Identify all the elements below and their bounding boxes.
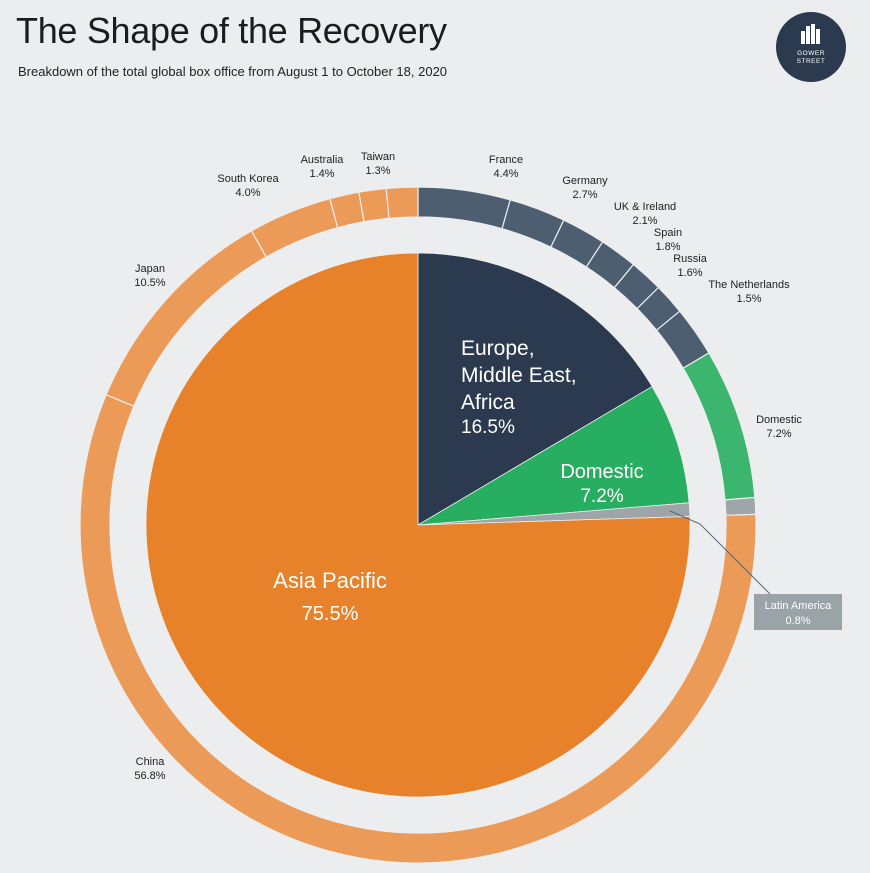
outer-value-spain: 1.8% xyxy=(655,241,680,253)
outer-label-russia: Russia xyxy=(673,253,708,265)
outer-label-domestic: Domestic xyxy=(756,414,802,426)
outer-label-germany: Germany xyxy=(562,175,608,187)
chart-subtitle: Breakdown of the total global box office… xyxy=(18,64,448,79)
outer-value-australia: 1.4% xyxy=(309,168,334,180)
chart-title: The Shape of the Recovery xyxy=(16,10,447,51)
outer-label-the-netherlands: The Netherlands xyxy=(708,279,790,291)
inner-slice-domestic xyxy=(417,385,690,526)
outer-value-france: 4.4% xyxy=(493,168,518,180)
inner-label-emea-line-3: Africa xyxy=(461,391,515,414)
outer-label-spain: Spain xyxy=(654,227,682,239)
outer-value-uk-and-ireland: 2.1% xyxy=(632,215,657,227)
inner-pie xyxy=(145,252,691,798)
outer-value-china: 56.8% xyxy=(134,770,165,782)
outer-value-latin-america: 0.8% xyxy=(785,615,810,627)
outer-slice-france xyxy=(417,186,511,230)
chart-labels: Asia Pacific 75.5% Europe, Middle East, Afri… xyxy=(134,151,842,782)
logo-line-2: STREET xyxy=(796,58,826,65)
outer-slice-china xyxy=(79,393,757,864)
inner-label-domestic: Domestic xyxy=(560,461,643,483)
outer-label-taiwan: Taiwan xyxy=(361,151,395,163)
gower-street-logo: GOWER STREET xyxy=(776,12,846,82)
inner-slice-europe-middle-east-africa xyxy=(417,252,653,526)
outer-value-germany: 2.7% xyxy=(572,189,597,201)
inner-label-emea-line-2: Middle East, xyxy=(461,364,577,387)
logo-line-1: GOWER xyxy=(797,50,825,57)
building-icon xyxy=(801,24,820,44)
outer-value-russia: 1.6% xyxy=(677,267,702,279)
outer-slice-taiwan xyxy=(358,187,390,223)
inner-label-emea-line-1: Europe, xyxy=(461,337,535,360)
outer-label-latin-america: Latin America xyxy=(765,600,833,612)
inner-label-asia-pacific: Asia Pacific xyxy=(273,568,387,593)
outer-value-domestic: 7.2% xyxy=(766,428,791,440)
outer-value-taiwan: 1.3% xyxy=(365,165,390,177)
outer-label-china: China xyxy=(136,756,166,768)
outer-value-japan: 10.5% xyxy=(134,277,165,289)
outer-slice-domestic xyxy=(682,352,756,501)
latin-america-leader xyxy=(669,510,771,595)
outer-value-the-netherlands: 1.5% xyxy=(736,293,761,305)
outer-value-south-korea: 4.0% xyxy=(235,187,260,199)
outer-label-japan: Japan xyxy=(135,263,165,275)
inner-slice-asia-pacific xyxy=(145,252,691,798)
outer-slice-south-korea xyxy=(250,197,339,258)
inner-value-emea: 16.5% xyxy=(461,417,515,438)
inner-value-asia-pacific: 75.5% xyxy=(302,603,359,625)
leader-lines xyxy=(669,510,771,595)
outer-label-uk-and-ireland: UK & Ireland xyxy=(614,201,676,213)
outer-slice-other-asia-pacific xyxy=(385,186,419,220)
inner-value-domestic: 7.2% xyxy=(580,486,623,507)
outer-ring xyxy=(79,186,757,864)
latin-america-callout xyxy=(754,594,842,630)
outer-slice-latin-america xyxy=(724,496,757,516)
outer-label-australia: Australia xyxy=(301,154,345,166)
outer-label-south-korea: South Korea xyxy=(217,173,279,185)
outer-label-france: France xyxy=(489,154,523,166)
